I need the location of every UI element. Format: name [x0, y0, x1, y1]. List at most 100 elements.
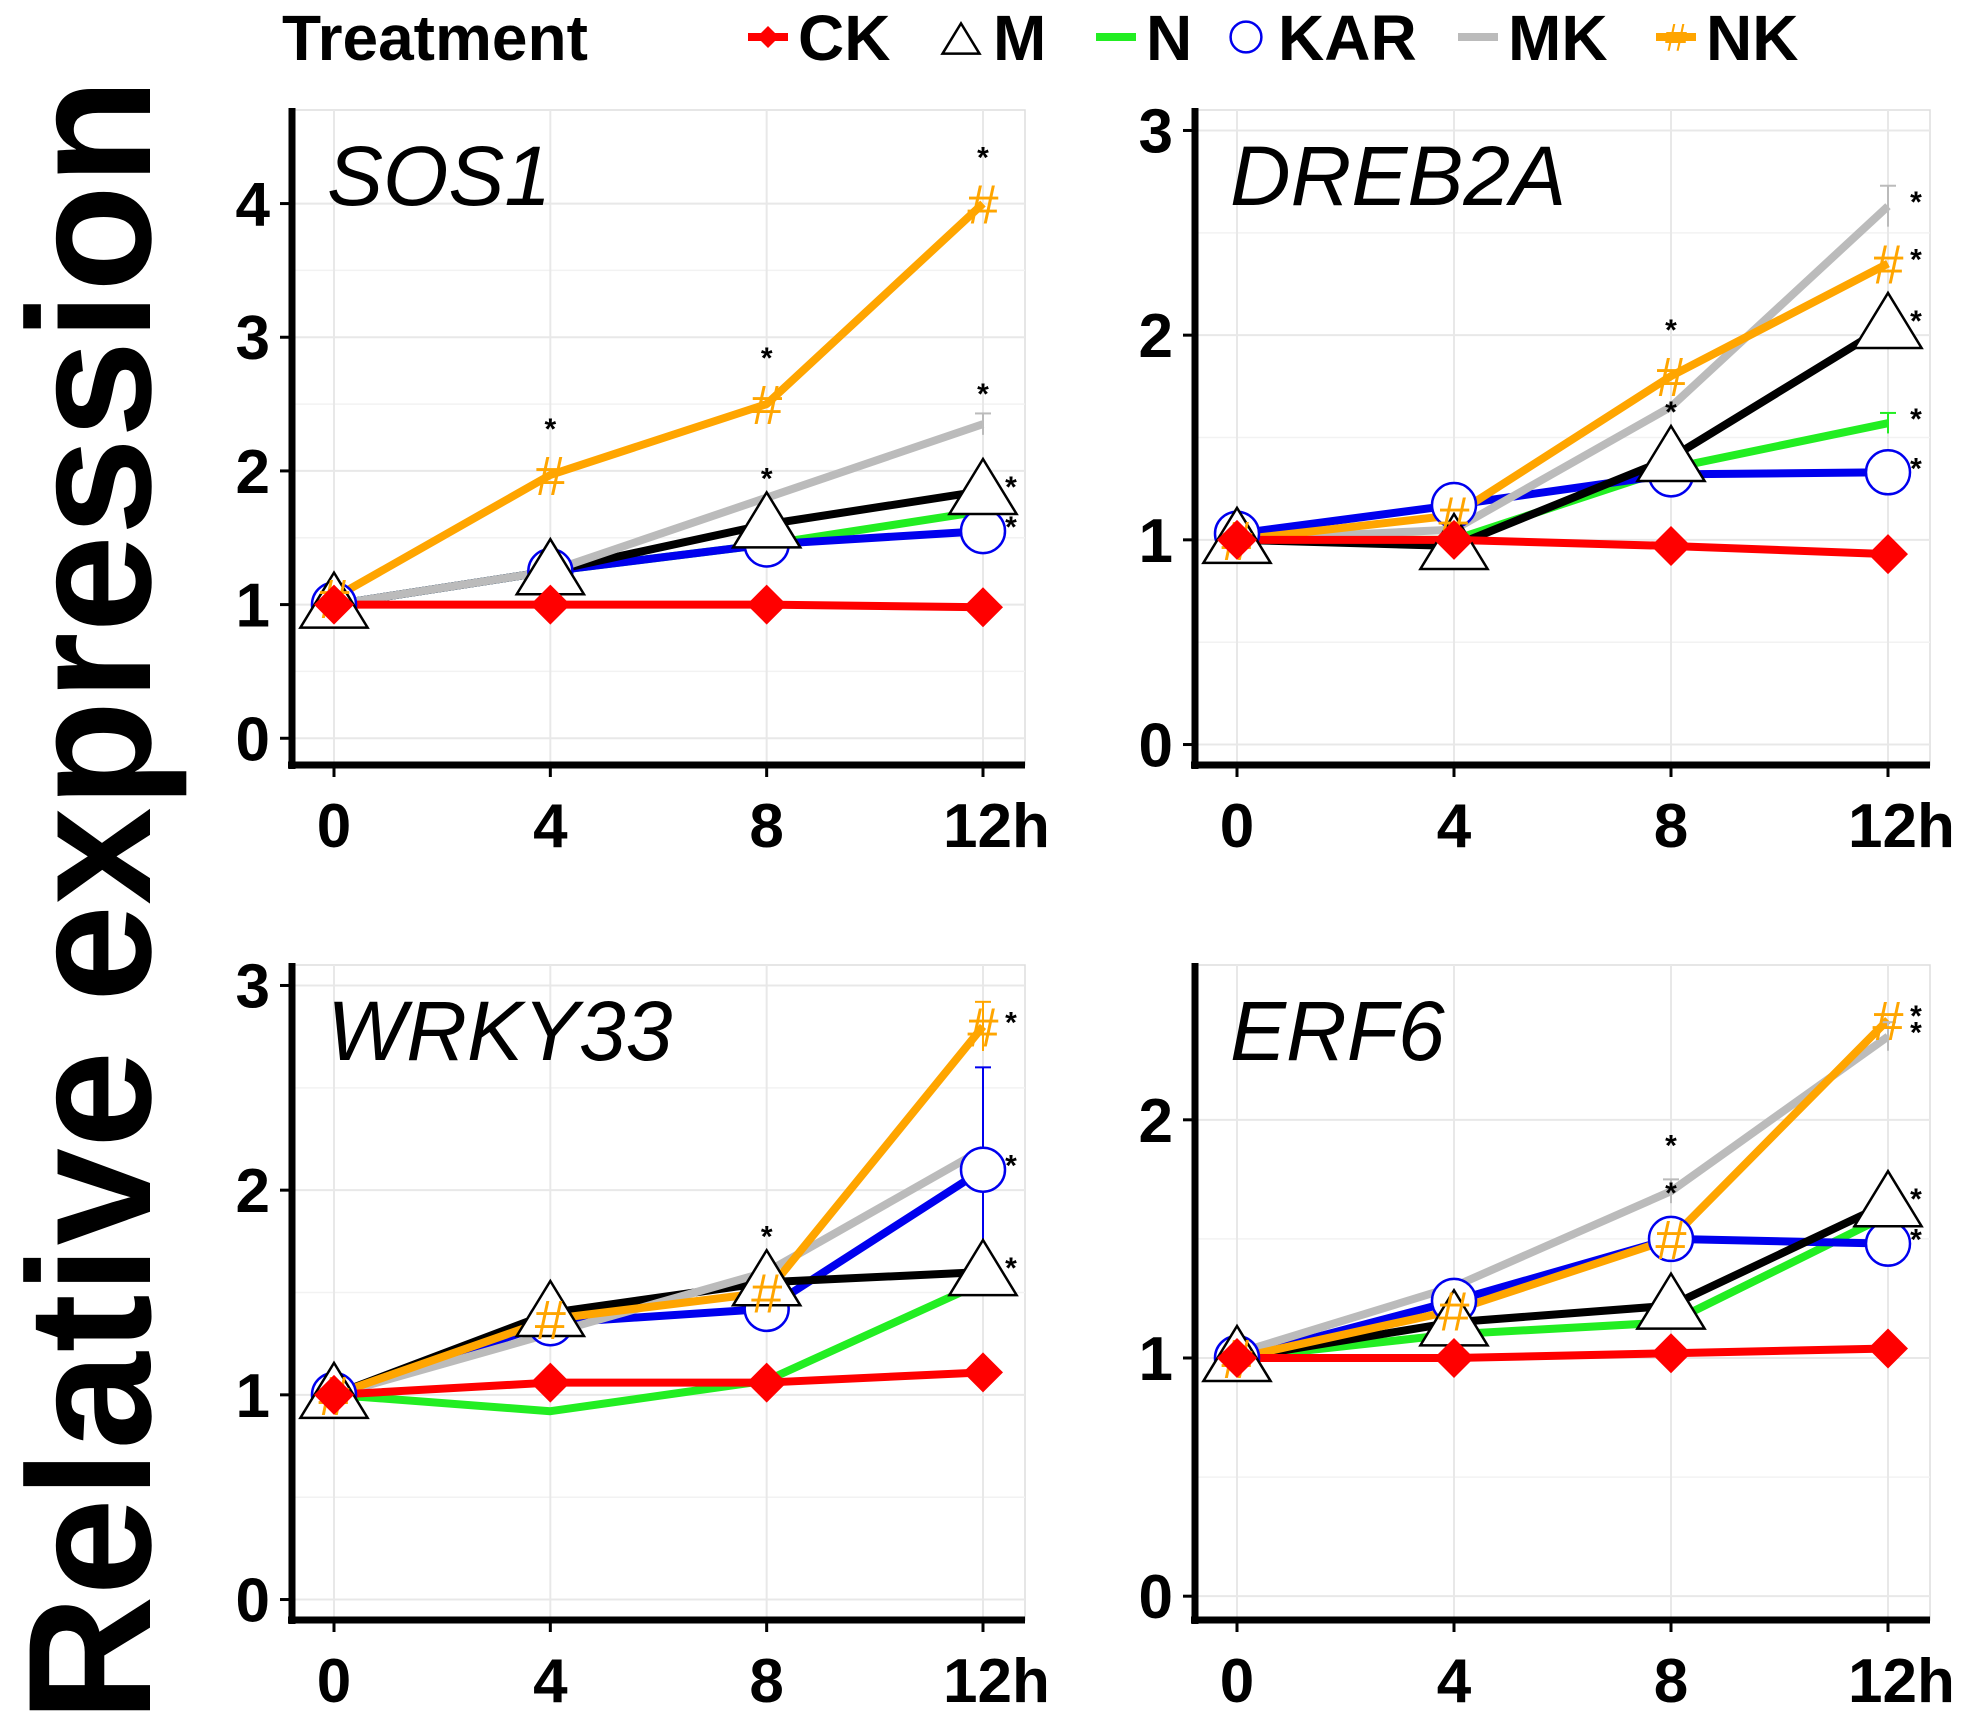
series-line-mk	[1236, 203, 1891, 544]
significance-marker: *	[1910, 244, 1922, 277]
significance-marker: *	[1910, 452, 1922, 485]
marker-m	[1635, 423, 1707, 483]
x-tick-label: 12h	[943, 792, 1050, 861]
significance-marker: *	[761, 1220, 773, 1253]
y-tick-label: 3	[236, 304, 270, 373]
marker-m	[1852, 1168, 1924, 1228]
x-tick-label: 8	[1654, 792, 1688, 861]
legend-label-ck: CK	[798, 2, 890, 74]
significance-marker: *	[1910, 1000, 1922, 1033]
y-tick-label: 2	[1139, 1087, 1173, 1156]
y-tick-label: 3	[1139, 97, 1173, 166]
significance-marker: *	[1665, 314, 1677, 347]
legend-key-ck	[757, 26, 779, 48]
legend-label-nk: NK	[1706, 2, 1798, 74]
series-line-mk	[1235, 1033, 1891, 1358]
marker-ck	[314, 584, 354, 625]
x-tick-label: 0	[1220, 792, 1254, 861]
legend-item-m: M	[940, 2, 1046, 74]
series-line-ck	[1237, 535, 1889, 559]
significance-marker: *	[761, 462, 773, 495]
y-tick-label: 2	[236, 1157, 270, 1226]
legend-key-m	[940, 21, 982, 55]
significance-marker: *	[1005, 471, 1017, 504]
marker-ck	[1217, 1338, 1257, 1378]
marker-m	[947, 1237, 1019, 1297]
significance-marker: *	[1665, 1129, 1677, 1162]
marker-ck	[1868, 1328, 1908, 1369]
legend-item-kar: KAR	[1229, 2, 1417, 74]
marker-m	[730, 489, 803, 549]
marker-ck	[1434, 1338, 1474, 1378]
marker-ck	[1434, 519, 1474, 560]
x-tick-label: 12h	[943, 1647, 1050, 1716]
series-line-m	[1236, 1199, 1890, 1362]
y-tick-label: 0	[236, 1567, 270, 1636]
panel-title: ERF6	[1230, 984, 1445, 1078]
series-line-ck	[1237, 1344, 1889, 1362]
y-tick-label: 4	[236, 171, 271, 240]
significance-marker: *	[1005, 1006, 1017, 1039]
legend: Treatment CK M N KAR MK # NK	[282, 2, 1798, 74]
marker-ck	[530, 584, 571, 625]
marker-kar	[959, 507, 1007, 555]
panel-title: WRKY33	[327, 984, 672, 1078]
series-line-ck	[334, 600, 984, 612]
marker-ck	[746, 584, 787, 625]
y-tick-label: 0	[236, 705, 270, 774]
marker-kar	[1647, 1215, 1695, 1263]
significance-marker: *	[1005, 1252, 1017, 1285]
series-line-nk	[332, 200, 986, 602]
x-tick-label: 4	[1437, 792, 1472, 861]
marker-kar	[959, 1146, 1007, 1193]
x-tick-label: 8	[749, 792, 783, 861]
panel-title: SOS1	[327, 129, 551, 223]
marker-nk: #	[1872, 989, 1903, 1052]
y-tick-label: 2	[1139, 302, 1173, 371]
marker-ck	[1651, 525, 1691, 566]
marker-nk: #	[1438, 1279, 1469, 1342]
legend-key-nk: #	[1665, 17, 1687, 60]
series-line-kar	[1235, 1234, 1889, 1362]
x-tick-label: 8	[1654, 1647, 1688, 1716]
marker-ck	[963, 1352, 1003, 1393]
plot-area	[1194, 964, 1931, 1621]
legend-item-ck: CK	[748, 2, 890, 74]
legend-label-m: M	[993, 2, 1046, 74]
marker-m	[947, 456, 1019, 516]
marker-nk: #	[1655, 345, 1686, 408]
x-tick-label: 0	[317, 1647, 351, 1716]
marker-nk: #	[751, 1262, 782, 1325]
significance-marker: *	[1910, 403, 1922, 436]
series-line-nk	[332, 1023, 987, 1399]
marker-m	[514, 1278, 587, 1338]
significance-marker: *	[977, 378, 989, 411]
series-line-nk	[1236, 259, 1890, 544]
marker-nk: #	[967, 173, 998, 236]
x-tick-label: 4	[533, 792, 568, 861]
marker-nk: #	[751, 373, 782, 436]
y-tick-label: 1	[1139, 1325, 1173, 1394]
series-line-kar	[1236, 468, 1889, 538]
legend-label-kar: KAR	[1278, 2, 1417, 74]
panel-title: DREB2A	[1230, 129, 1566, 223]
marker-ck	[963, 587, 1003, 628]
marker-m	[1852, 290, 1924, 350]
marker-ck	[530, 1362, 571, 1403]
marker-m	[1635, 1271, 1707, 1330]
x-tick-label: 12h	[1848, 1647, 1955, 1716]
marker-kar	[1864, 1220, 1912, 1267]
significance-marker: *	[1665, 1177, 1677, 1210]
significance-marker: *	[977, 142, 989, 175]
series-line-n	[333, 1278, 985, 1416]
y-tick-label: 0	[1139, 712, 1173, 781]
marker-ck	[1651, 1333, 1691, 1374]
y-tick-label: 1	[1139, 507, 1173, 576]
marker-ck	[746, 1362, 787, 1403]
legend-label-mk: MK	[1508, 2, 1608, 74]
legend-label-n: N	[1146, 2, 1192, 74]
